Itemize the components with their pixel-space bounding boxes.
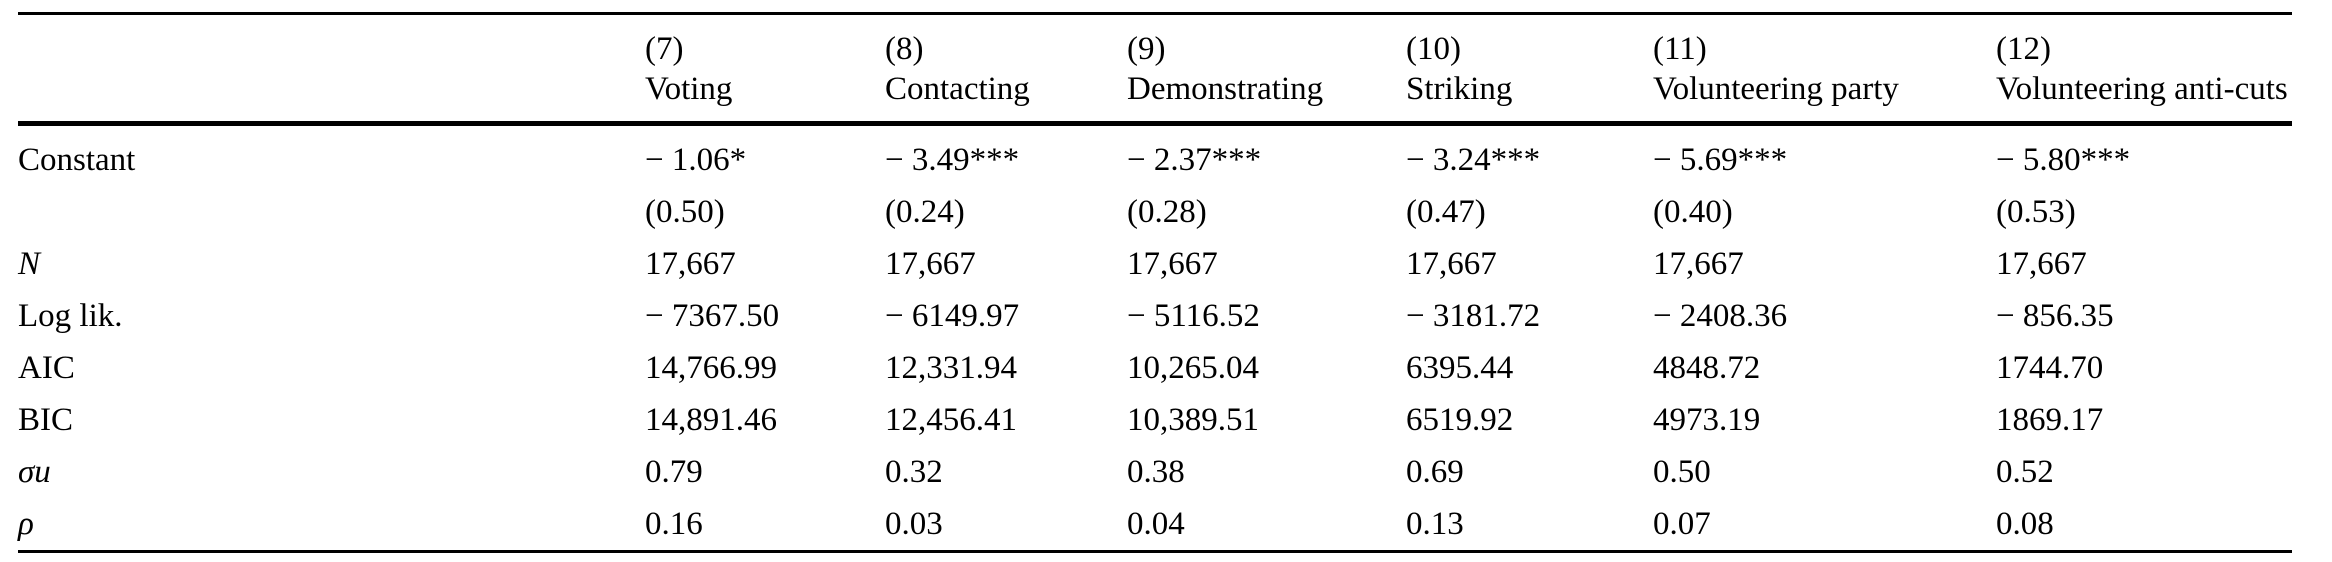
table-cell: 0.08 (1996, 505, 2054, 542)
table-cell: 0.38 (1127, 453, 1185, 490)
column-header-contacting: (8) Contacting (885, 14, 1127, 124)
table-cell: 14,766.99 (645, 349, 777, 386)
table-body: Constant − 1.06* − 3.49*** − 2.37*** − 3.24*… (18, 124, 2292, 552)
table-cell: 0.13 (1406, 505, 1464, 542)
table-row: Log lik. − 7367.50 − 6149.97 − 5116.52 − 318… (18, 290, 2292, 342)
table-head: (7) Voting (8) Contacting (9) Demonstrating (1… (18, 14, 2292, 124)
column-label: Striking (1406, 71, 1513, 107)
table-row: (0.50) (0.24) (0.28) (0.47) (0.40) (0.53) (18, 186, 2292, 238)
table-cell: 0.04 (1127, 505, 1185, 542)
table-cell: 10,389.51 (1127, 401, 1259, 438)
table-cell: 6395.44 (1406, 349, 1514, 386)
table-cell: 4973.19 (1653, 401, 1761, 438)
column-number: (9) (1127, 31, 1166, 67)
table-cell: (0.28) (1127, 193, 1207, 230)
table-row: N 17,667 17,667 17,667 17,667 17,667 17,667 (18, 238, 2292, 290)
header-row: (7) Voting (8) Contacting (9) Demonstrating (1… (18, 14, 2292, 124)
column-header-volunteering-party: (11) Volunteering party (1653, 14, 1996, 124)
row-label: Constant (18, 141, 136, 178)
column-number: (7) (645, 31, 684, 67)
table-cell: (0.50) (645, 193, 725, 230)
table-row: Constant − 1.06* − 3.49*** − 2.37*** − 3.24*… (18, 124, 2292, 187)
table-cell: 17,667 (1996, 245, 2087, 282)
column-header-voting: (7) Voting (645, 14, 885, 124)
paper-table-page: (7) Voting (8) Contacting (9) Demonstrating (1… (18, 12, 2292, 553)
table-cell: − 856.35 (1996, 297, 2114, 334)
table-cell: 17,667 (1406, 245, 1497, 282)
column-number: (12) (1996, 31, 2051, 67)
row-label: σu (18, 453, 51, 490)
table-row: BIC 14,891.46 12,456.41 10,389.51 6519.92 497… (18, 394, 2292, 446)
table-cell: 0.50 (1653, 453, 1711, 490)
table-row: AIC 14,766.99 12,331.94 10,265.04 6395.44 484… (18, 342, 2292, 394)
table-cell: 0.32 (885, 453, 943, 490)
column-header-striking: (10) Striking (1406, 14, 1653, 124)
table-cell: − 3181.72 (1406, 297, 1541, 334)
header-spacer (18, 14, 645, 124)
table-cell: (0.40) (1653, 193, 1733, 230)
row-label: N (18, 245, 41, 282)
row-label: BIC (18, 401, 74, 438)
table-cell: 0.16 (645, 505, 703, 542)
column-label: Contacting (885, 71, 1030, 107)
column-number: (11) (1653, 31, 1707, 67)
table-cell: − 7367.50 (645, 297, 780, 334)
row-label: AIC (18, 349, 75, 386)
column-label: Volunteering party (1653, 71, 1899, 107)
table-cell: 12,331.94 (885, 349, 1017, 386)
table-cell: 0.07 (1653, 505, 1711, 542)
table-cell: − 2408.36 (1653, 297, 1788, 334)
table-cell: 0.69 (1406, 453, 1464, 490)
table-cell: − 6149.97 (885, 297, 1020, 334)
column-label: Voting (645, 71, 733, 107)
table-cell: 0.79 (645, 453, 703, 490)
column-number: (8) (885, 31, 924, 67)
table-cell: 17,667 (645, 245, 736, 282)
table-cell: − 2.37*** (1127, 141, 1262, 178)
table-cell: (0.24) (885, 193, 965, 230)
table-cell: − 5.69*** (1653, 141, 1788, 178)
row-label: ρ (18, 505, 34, 542)
column-number: (10) (1406, 31, 1461, 67)
table-cell: 6519.92 (1406, 401, 1514, 438)
table-row: ρ 0.16 0.03 0.04 0.13 0.07 0.08 (18, 498, 2292, 552)
column-label: Volunteering anti-cuts (1996, 71, 2288, 107)
regression-results-table: (7) Voting (8) Contacting (9) Demonstrating (1… (18, 12, 2292, 553)
column-label: Demonstrating (1127, 71, 1324, 107)
column-header-demonstrating: (9) Demonstrating (1127, 14, 1406, 124)
table-cell: 10,265.04 (1127, 349, 1259, 386)
table-cell: − 3.49*** (885, 141, 1020, 178)
table-cell: 17,667 (1127, 245, 1218, 282)
table-cell: 1744.70 (1996, 349, 2104, 386)
table-cell: − 5.80*** (1996, 141, 2131, 178)
table-cell: 14,891.46 (645, 401, 777, 438)
row-label (18, 186, 645, 238)
column-header-volunteering-anti-cuts: (12) Volunteering anti-cuts (1996, 14, 2292, 124)
table-cell: 4848.72 (1653, 349, 1761, 386)
table-cell: 12,456.41 (885, 401, 1017, 438)
table-cell: 0.03 (885, 505, 943, 542)
row-label: Log lik. (18, 297, 123, 334)
table-cell: − 1.06* (645, 141, 747, 178)
table-cell: 1869.17 (1996, 401, 2104, 438)
table-cell: 0.52 (1996, 453, 2054, 490)
table-row: σu 0.79 0.32 0.38 0.69 0.50 0.52 (18, 446, 2292, 498)
table-cell: − 5116.52 (1127, 297, 1260, 334)
table-cell: (0.53) (1996, 193, 2076, 230)
table-cell: 17,667 (885, 245, 976, 282)
table-cell: 17,667 (1653, 245, 1744, 282)
table-cell: − 3.24*** (1406, 141, 1541, 178)
table-cell: (0.47) (1406, 193, 1486, 230)
